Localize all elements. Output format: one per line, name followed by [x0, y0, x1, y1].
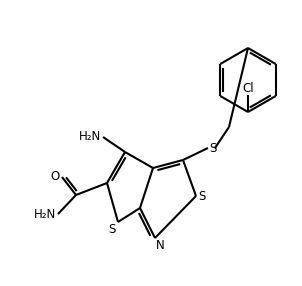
Text: H₂N: H₂N — [34, 208, 56, 221]
Text: S: S — [109, 223, 116, 236]
Text: O: O — [51, 170, 60, 184]
Text: H₂N: H₂N — [79, 130, 101, 144]
Text: N: N — [156, 239, 165, 252]
Text: S: S — [198, 190, 205, 202]
Text: Cl: Cl — [242, 82, 254, 95]
Text: S: S — [209, 142, 216, 154]
